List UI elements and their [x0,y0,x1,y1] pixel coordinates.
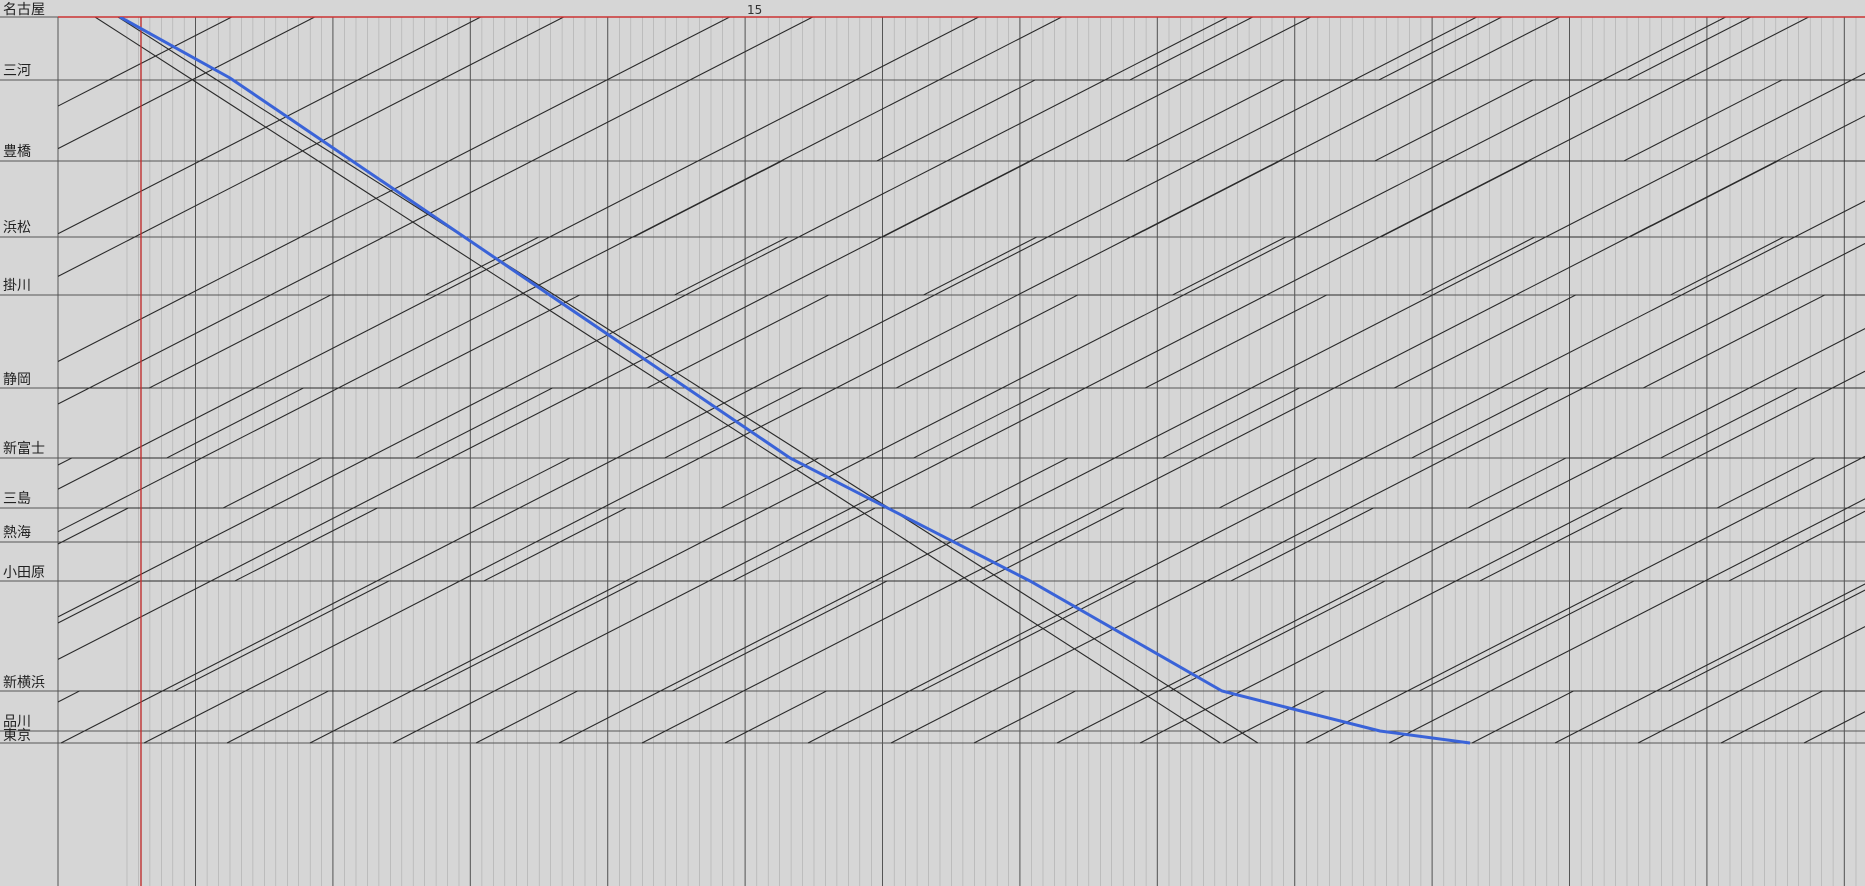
train-line-down[interactable] [0,17,813,581]
train-line-down[interactable] [309,17,1726,744]
train-line-down[interactable] [60,17,1477,744]
train-line-down[interactable] [1388,295,1865,744]
station-label-shinagawa: 品川 [3,714,31,730]
station-label-odawara: 小田原 [3,565,45,581]
train-line-down[interactable] [0,17,730,542]
train-line-down[interactable] [1305,295,1865,744]
train-lines[interactable] [0,17,1865,744]
station-label-atami: 熱海 [3,525,31,541]
train-line-down[interactable] [1056,161,1865,744]
station-label-shin-yokohama: 新横浜 [3,675,45,691]
hour-label: 15 [747,3,763,17]
train-line-down[interactable] [475,237,1865,744]
train-line-down[interactable] [1471,508,1865,744]
minor-time-grid [126,17,1857,886]
train-line-down[interactable] [0,17,1865,743]
train-line-down[interactable] [973,388,1865,744]
station-label-shin-fuji: 新富士 [3,441,45,457]
train-line-down[interactable] [1222,458,1865,744]
train-line-down[interactable] [0,17,1751,691]
train-line-down[interactable] [392,17,1809,744]
train-line-down[interactable] [807,17,1865,744]
train-line-down[interactable] [1803,508,1865,744]
train-line-down[interactable] [0,17,232,295]
train-line-down[interactable] [0,17,315,295]
highlighted-train-path[interactable] [119,17,1471,745]
station-label-mikawa: 三河 [3,63,31,79]
train-line-down[interactable] [0,17,1865,743]
highlighted-train[interactable] [119,17,1471,745]
station-label-kakegawa: 掛川 [3,278,31,294]
station-label-tokyo: 東京 [3,728,31,744]
train-line-down[interactable] [0,17,1228,743]
station-label-shizuoka: 静岡 [3,372,31,388]
major-time-grid [195,17,1845,886]
train-line-down[interactable] [890,80,1865,744]
station-label-mishima: 三島 [3,491,31,507]
train-line-up[interactable] [94,17,1221,744]
train-line-down[interactable] [1637,458,1865,744]
station-label-nagoya: 名古屋 [3,2,45,18]
train-line-up[interactable] [117,17,1259,744]
train-line-down[interactable] [0,17,1062,731]
station-lines [0,16,1865,886]
train-line-down[interactable] [0,17,481,388]
train-line-down[interactable] [0,17,564,458]
train-line-down[interactable] [1720,581,1865,744]
train-line-down[interactable] [0,17,1253,508]
train-line-down[interactable] [143,17,1560,744]
station-label-toyohashi: 豊橋 [3,144,31,160]
train-line-down[interactable] [0,17,1502,581]
train-line-down[interactable] [641,17,1865,744]
train-line-down[interactable] [558,17,1865,744]
train-line-down[interactable] [226,161,1865,744]
train-line-down[interactable] [724,295,1865,744]
train-line-down[interactable] [1554,388,1865,744]
station-label-hamamatsu: 浜松 [3,220,31,236]
train-line-down[interactable] [1139,237,1865,744]
train-line-down[interactable] [0,17,1311,743]
train-line-down[interactable] [0,17,979,691]
